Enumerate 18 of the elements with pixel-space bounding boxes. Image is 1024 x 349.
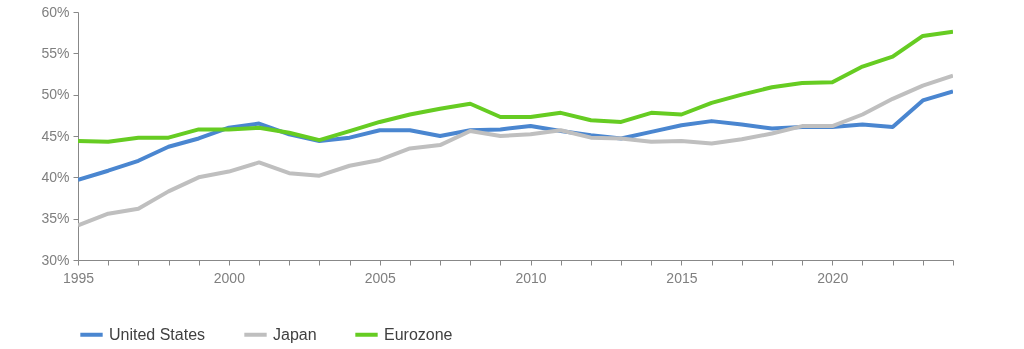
x-tick-label: 2015 <box>666 269 698 286</box>
y-tick-label: 55% <box>41 44 70 61</box>
x-tick-label: 2020 <box>817 269 849 286</box>
y-tick-label: 35% <box>41 210 70 227</box>
x-tick-label: 2000 <box>213 269 246 286</box>
y-tick-label: 30% <box>41 251 70 268</box>
x-tick-label: 1995 <box>62 269 95 286</box>
y-tick-label: 50% <box>41 86 70 103</box>
y-tick-label: 40% <box>41 168 70 185</box>
y-tick-label: 60% <box>41 3 70 20</box>
legend-label: Eurozone <box>384 325 453 343</box>
line-series <box>78 73 953 228</box>
legend-label: United States <box>109 325 206 343</box>
line-series <box>78 29 953 144</box>
y-tick-label: 45% <box>41 127 70 144</box>
x-tick-label: 2010 <box>515 269 547 286</box>
x-tick-label: 2005 <box>364 269 396 286</box>
legend-label: Japan <box>273 325 317 343</box>
